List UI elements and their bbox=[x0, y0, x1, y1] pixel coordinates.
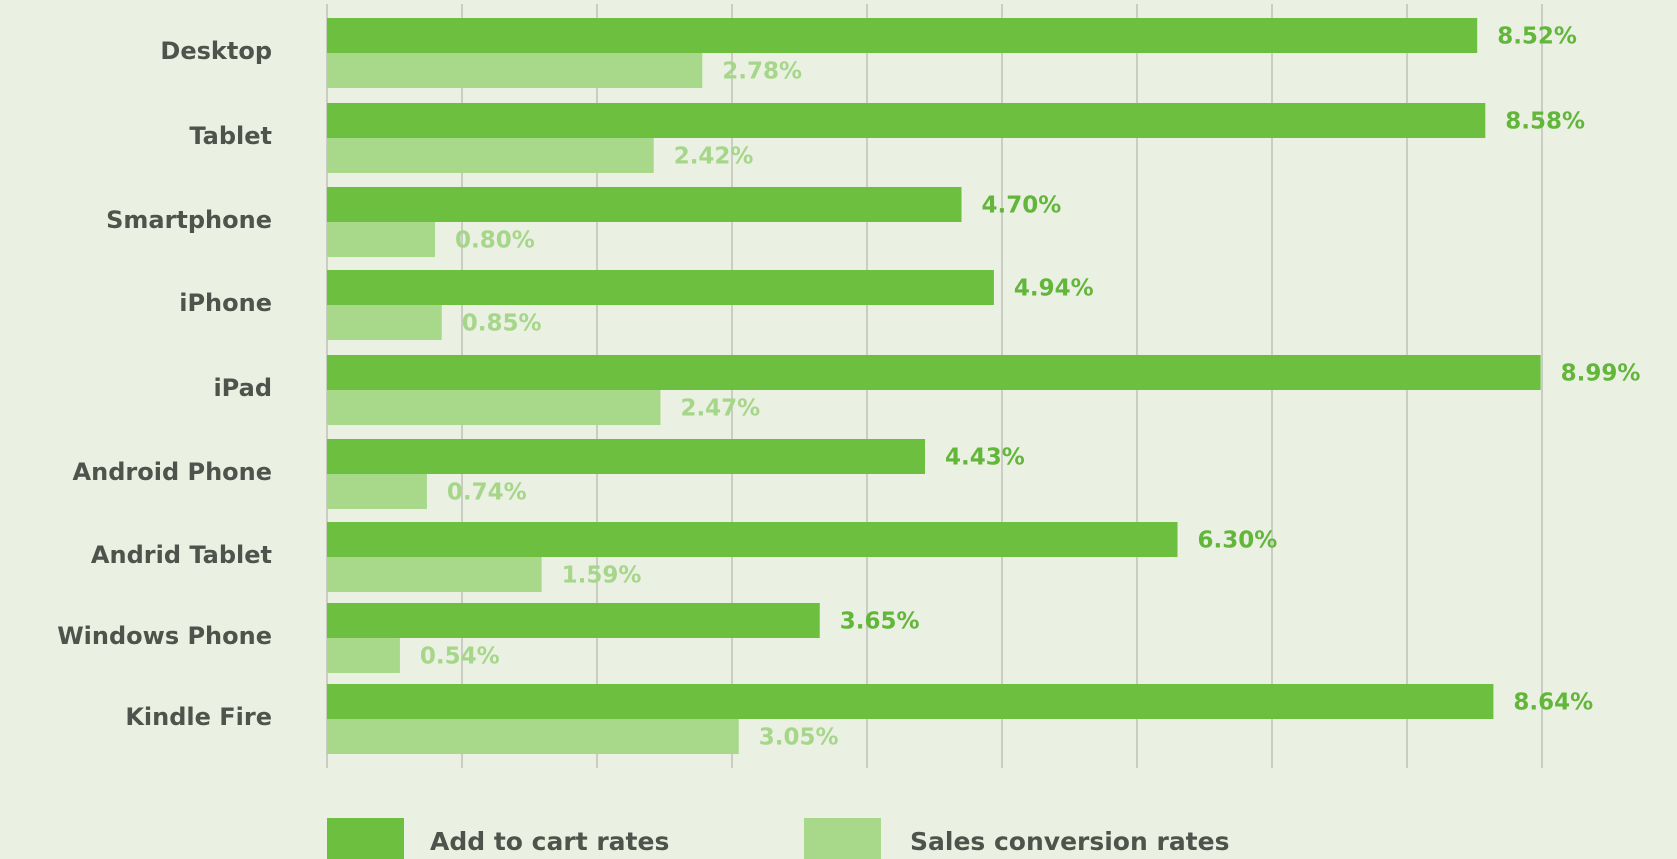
bar-add-to-cart bbox=[327, 684, 1494, 719]
category-label: Windows Phone bbox=[57, 622, 272, 650]
value-label-add-to-cart: 4.70% bbox=[982, 193, 1062, 219]
category-label: Smartphone bbox=[106, 206, 272, 234]
bar-add-to-cart bbox=[327, 522, 1178, 557]
value-label-sales-conversion: 0.54% bbox=[420, 644, 500, 670]
bar-add-to-cart bbox=[327, 270, 994, 305]
category-label: Andrid Tablet bbox=[91, 541, 272, 569]
bar-add-to-cart bbox=[327, 103, 1486, 138]
category-label: Kindle Fire bbox=[125, 703, 272, 731]
value-label-sales-conversion: 1.59% bbox=[562, 563, 642, 589]
value-label-add-to-cart: 4.94% bbox=[1014, 276, 1094, 302]
value-label-add-to-cart: 6.30% bbox=[1198, 528, 1278, 554]
bar-sales-conversion bbox=[327, 138, 654, 173]
category-label: Tablet bbox=[189, 122, 272, 150]
bar-sales-conversion bbox=[327, 222, 435, 257]
value-label-add-to-cart: 8.58% bbox=[1505, 109, 1585, 135]
bar-sales-conversion bbox=[327, 305, 442, 340]
value-label-sales-conversion: 2.78% bbox=[722, 59, 802, 85]
value-label-add-to-cart: 4.43% bbox=[945, 445, 1025, 471]
legend-swatch-sales-conversion bbox=[804, 818, 881, 859]
legend: Add to cart rates Sales conversion rates bbox=[327, 818, 1229, 859]
bar-sales-conversion bbox=[327, 474, 427, 509]
bar-sales-conversion bbox=[327, 719, 739, 754]
value-label-add-to-cart: 3.65% bbox=[840, 609, 920, 635]
legend-swatch-add-to-cart bbox=[327, 818, 404, 859]
bar-add-to-cart bbox=[327, 603, 820, 638]
bar-add-to-cart bbox=[327, 187, 962, 222]
labels: Desktop 8.52% 2.78% Tablet 8.58% 2.42% Smartph… bbox=[57, 24, 1640, 751]
category-label: iPhone bbox=[179, 289, 272, 317]
value-label-add-to-cart: 8.64% bbox=[1513, 690, 1593, 716]
bar-sales-conversion bbox=[327, 638, 400, 673]
bar-add-to-cart bbox=[327, 18, 1478, 53]
bars bbox=[327, 18, 1541, 754]
bar-sales-conversion bbox=[327, 53, 703, 88]
category-label: Android Phone bbox=[73, 458, 272, 486]
value-label-sales-conversion: 3.05% bbox=[759, 725, 839, 751]
value-label-add-to-cart: 8.52% bbox=[1497, 24, 1577, 50]
legend-label-sales-conversion: Sales conversion rates bbox=[910, 827, 1229, 856]
value-label-sales-conversion: 0.74% bbox=[447, 480, 527, 506]
category-label: iPad bbox=[213, 374, 272, 402]
value-label-sales-conversion: 2.42% bbox=[674, 144, 754, 170]
bar-add-to-cart bbox=[327, 355, 1541, 390]
bar-add-to-cart bbox=[327, 439, 926, 474]
bar-sales-conversion bbox=[327, 390, 661, 425]
value-label-sales-conversion: 0.85% bbox=[462, 311, 542, 337]
value-label-add-to-cart: 8.99% bbox=[1561, 361, 1641, 387]
bar-sales-conversion bbox=[327, 557, 542, 592]
value-label-sales-conversion: 2.47% bbox=[680, 396, 760, 422]
legend-label-add-to-cart: Add to cart rates bbox=[430, 827, 669, 856]
category-label: Desktop bbox=[160, 37, 272, 65]
value-label-sales-conversion: 0.80% bbox=[455, 228, 535, 254]
